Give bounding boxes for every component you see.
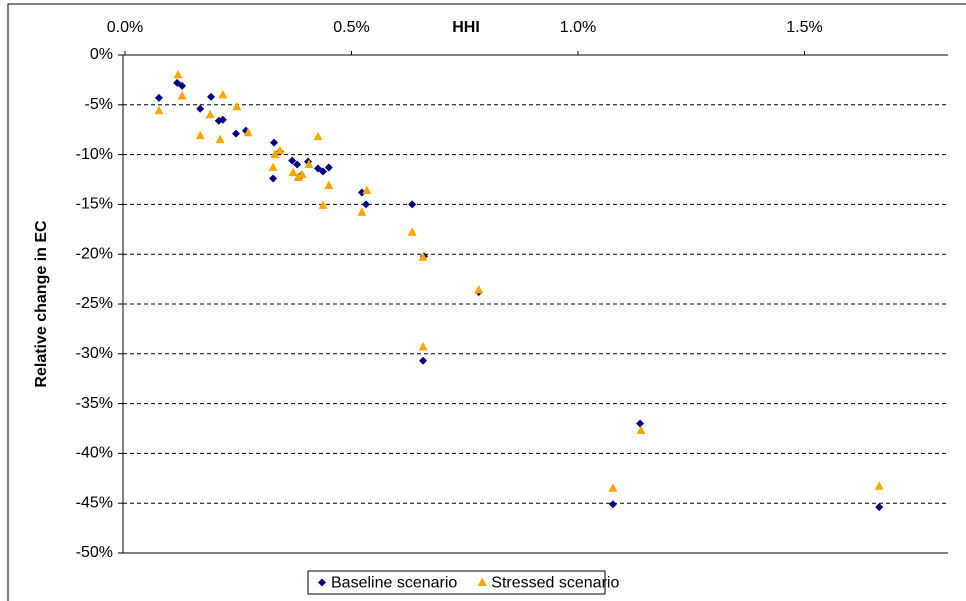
legend-box <box>307 570 606 595</box>
triangle-marker <box>874 481 884 490</box>
legend-label: Stressed scenario <box>491 575 619 592</box>
triangle-marker <box>313 131 323 141</box>
diamond-marker <box>357 188 366 197</box>
triangle-marker <box>477 577 487 586</box>
diamond-marker <box>408 200 417 209</box>
diamond-marker <box>288 156 297 165</box>
diamond-marker <box>608 500 617 509</box>
triangle-marker <box>318 200 328 209</box>
x-tick-label: 0.0% <box>107 19 143 36</box>
y-tick-label: -40% <box>76 445 113 462</box>
triangle-marker <box>243 127 253 137</box>
triangle-marker <box>297 169 307 179</box>
diamond-marker <box>270 138 279 147</box>
diamond-marker <box>318 578 326 587</box>
diamond-marker <box>207 92 216 101</box>
triangle-marker <box>154 105 164 115</box>
diamond-marker <box>361 200 370 209</box>
diamond-marker <box>293 160 302 169</box>
y-tick-label: -20% <box>76 245 113 262</box>
diamond-marker <box>269 174 278 183</box>
triangle-marker <box>357 207 367 216</box>
diamond-marker <box>318 167 327 176</box>
y-tick-label: -45% <box>76 494 113 511</box>
x-tick-label: 0.5% <box>333 19 369 36</box>
triangle-marker <box>195 130 205 140</box>
y-tick-label: -15% <box>76 196 113 213</box>
triangle-marker <box>215 134 225 144</box>
triangle-marker <box>270 149 280 159</box>
diamond-marker <box>196 104 205 113</box>
diamond-marker <box>324 163 333 172</box>
y-tick-label: -25% <box>76 295 113 312</box>
y-tick-label: -30% <box>76 345 113 362</box>
triangle-marker <box>362 185 372 194</box>
diamond-marker <box>875 503 884 512</box>
y-axis-label: Relative change in EC <box>33 220 50 388</box>
triangle-marker <box>418 252 428 261</box>
diamond-marker <box>178 81 187 90</box>
x-tick-label: 1.5% <box>786 19 822 36</box>
triangle-marker <box>324 180 334 189</box>
triangle-marker <box>177 90 187 100</box>
legend-label: Baseline scenario <box>331 575 457 592</box>
diamond-marker <box>218 115 227 124</box>
triangle-marker <box>173 69 183 79</box>
triangle-marker <box>218 89 228 99</box>
diamond-marker <box>154 93 163 102</box>
triangle-marker <box>474 285 484 294</box>
triangle-marker <box>304 159 314 169</box>
x-tick-label: 1.0% <box>560 19 596 36</box>
triangle-marker <box>205 109 215 119</box>
y-tick-label: -10% <box>76 146 113 163</box>
triangle-marker <box>293 172 303 182</box>
y-tick-label: -50% <box>76 544 113 561</box>
y-tick-label: -5% <box>85 96 113 113</box>
triangle-marker <box>608 483 618 492</box>
triangle-marker <box>268 162 278 172</box>
triangle-marker <box>288 167 298 177</box>
chart-frame <box>7 3 966 601</box>
triangle-marker <box>232 101 242 111</box>
diamond-marker <box>231 129 240 138</box>
triangle-marker <box>418 341 428 351</box>
y-tick-label: -35% <box>76 395 113 412</box>
diamond-marker <box>636 419 645 428</box>
x-axis-label: HHI <box>452 19 480 36</box>
y-tick-label: 0% <box>90 46 113 63</box>
diamond-marker <box>419 356 428 365</box>
triangle-marker <box>407 227 417 236</box>
triangle-marker <box>275 145 285 155</box>
triangle-marker <box>636 425 646 434</box>
